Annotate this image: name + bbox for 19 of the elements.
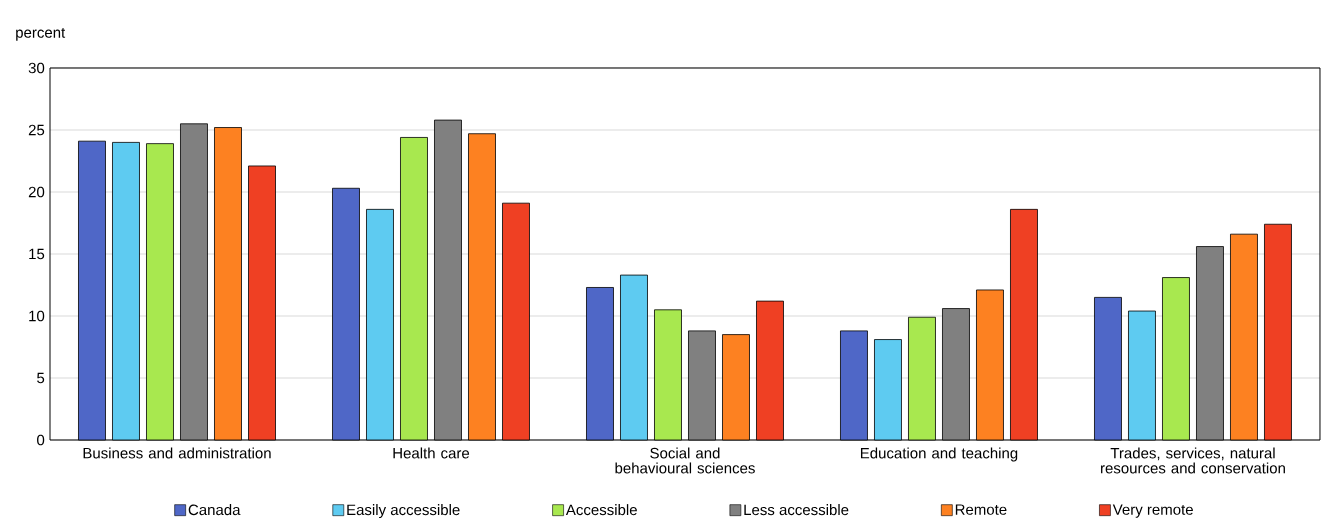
legend-label: Easily accessible [347, 504, 460, 519]
y-tick-label: 15 [29, 248, 45, 260]
y-tick-label: 20 [28, 186, 45, 198]
y-tick-label: 25 [28, 124, 45, 136]
legend-label: Canada [188, 504, 241, 516]
legend-label: Remote [955, 504, 1007, 515]
y-tick-label: 10 [29, 310, 45, 322]
x-tick-label: Business and administration [83, 447, 271, 459]
x-tick-label: Education and teaching [860, 447, 1018, 462]
y-axis-title: percent [16, 27, 66, 41]
y-tick-label: 0 [37, 434, 45, 446]
x-tick-label: Health care [393, 447, 470, 459]
legend-label: Accessible [565, 504, 637, 516]
legend-label: Less accessible [744, 504, 849, 516]
x-tick-label: Trades, services, natural resources and conservation [1101, 447, 1285, 474]
y-tick-label: 30 [28, 62, 45, 74]
y-tick-label: 5 [37, 372, 45, 384]
x-tick-label: Social and behavioural sciences [615, 447, 755, 474]
legend-label: Very remote [1112, 504, 1193, 518]
